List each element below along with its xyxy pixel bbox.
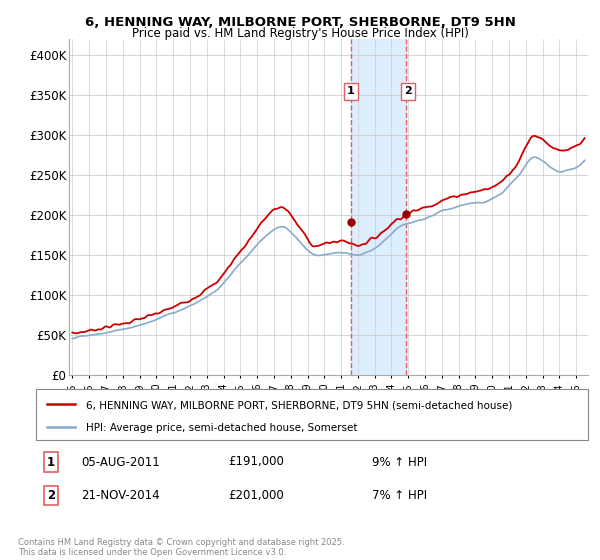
Text: 2: 2	[404, 86, 412, 96]
Text: 1: 1	[47, 455, 55, 469]
Text: 1: 1	[347, 86, 355, 96]
Text: 7% ↑ HPI: 7% ↑ HPI	[372, 489, 427, 502]
Text: 2: 2	[47, 489, 55, 502]
Text: 6, HENNING WAY, MILBORNE PORT, SHERBORNE, DT9 5HN (semi-detached house): 6, HENNING WAY, MILBORNE PORT, SHERBORNE…	[86, 400, 512, 410]
Text: 21-NOV-2014: 21-NOV-2014	[81, 489, 160, 502]
Text: Price paid vs. HM Land Registry's House Price Index (HPI): Price paid vs. HM Land Registry's House …	[131, 27, 469, 40]
Text: £201,000: £201,000	[228, 489, 284, 502]
Text: 6, HENNING WAY, MILBORNE PORT, SHERBORNE, DT9 5HN: 6, HENNING WAY, MILBORNE PORT, SHERBORNE…	[85, 16, 515, 29]
Text: £191,000: £191,000	[228, 455, 284, 469]
Text: 05-AUG-2011: 05-AUG-2011	[81, 455, 160, 469]
Text: Contains HM Land Registry data © Crown copyright and database right 2025.
This d: Contains HM Land Registry data © Crown c…	[18, 538, 344, 557]
Text: 9% ↑ HPI: 9% ↑ HPI	[372, 455, 427, 469]
Bar	[351, 39, 406, 375]
FancyBboxPatch shape	[36, 389, 588, 440]
Text: HPI: Average price, semi-detached house, Somerset: HPI: Average price, semi-detached house,…	[86, 423, 357, 433]
